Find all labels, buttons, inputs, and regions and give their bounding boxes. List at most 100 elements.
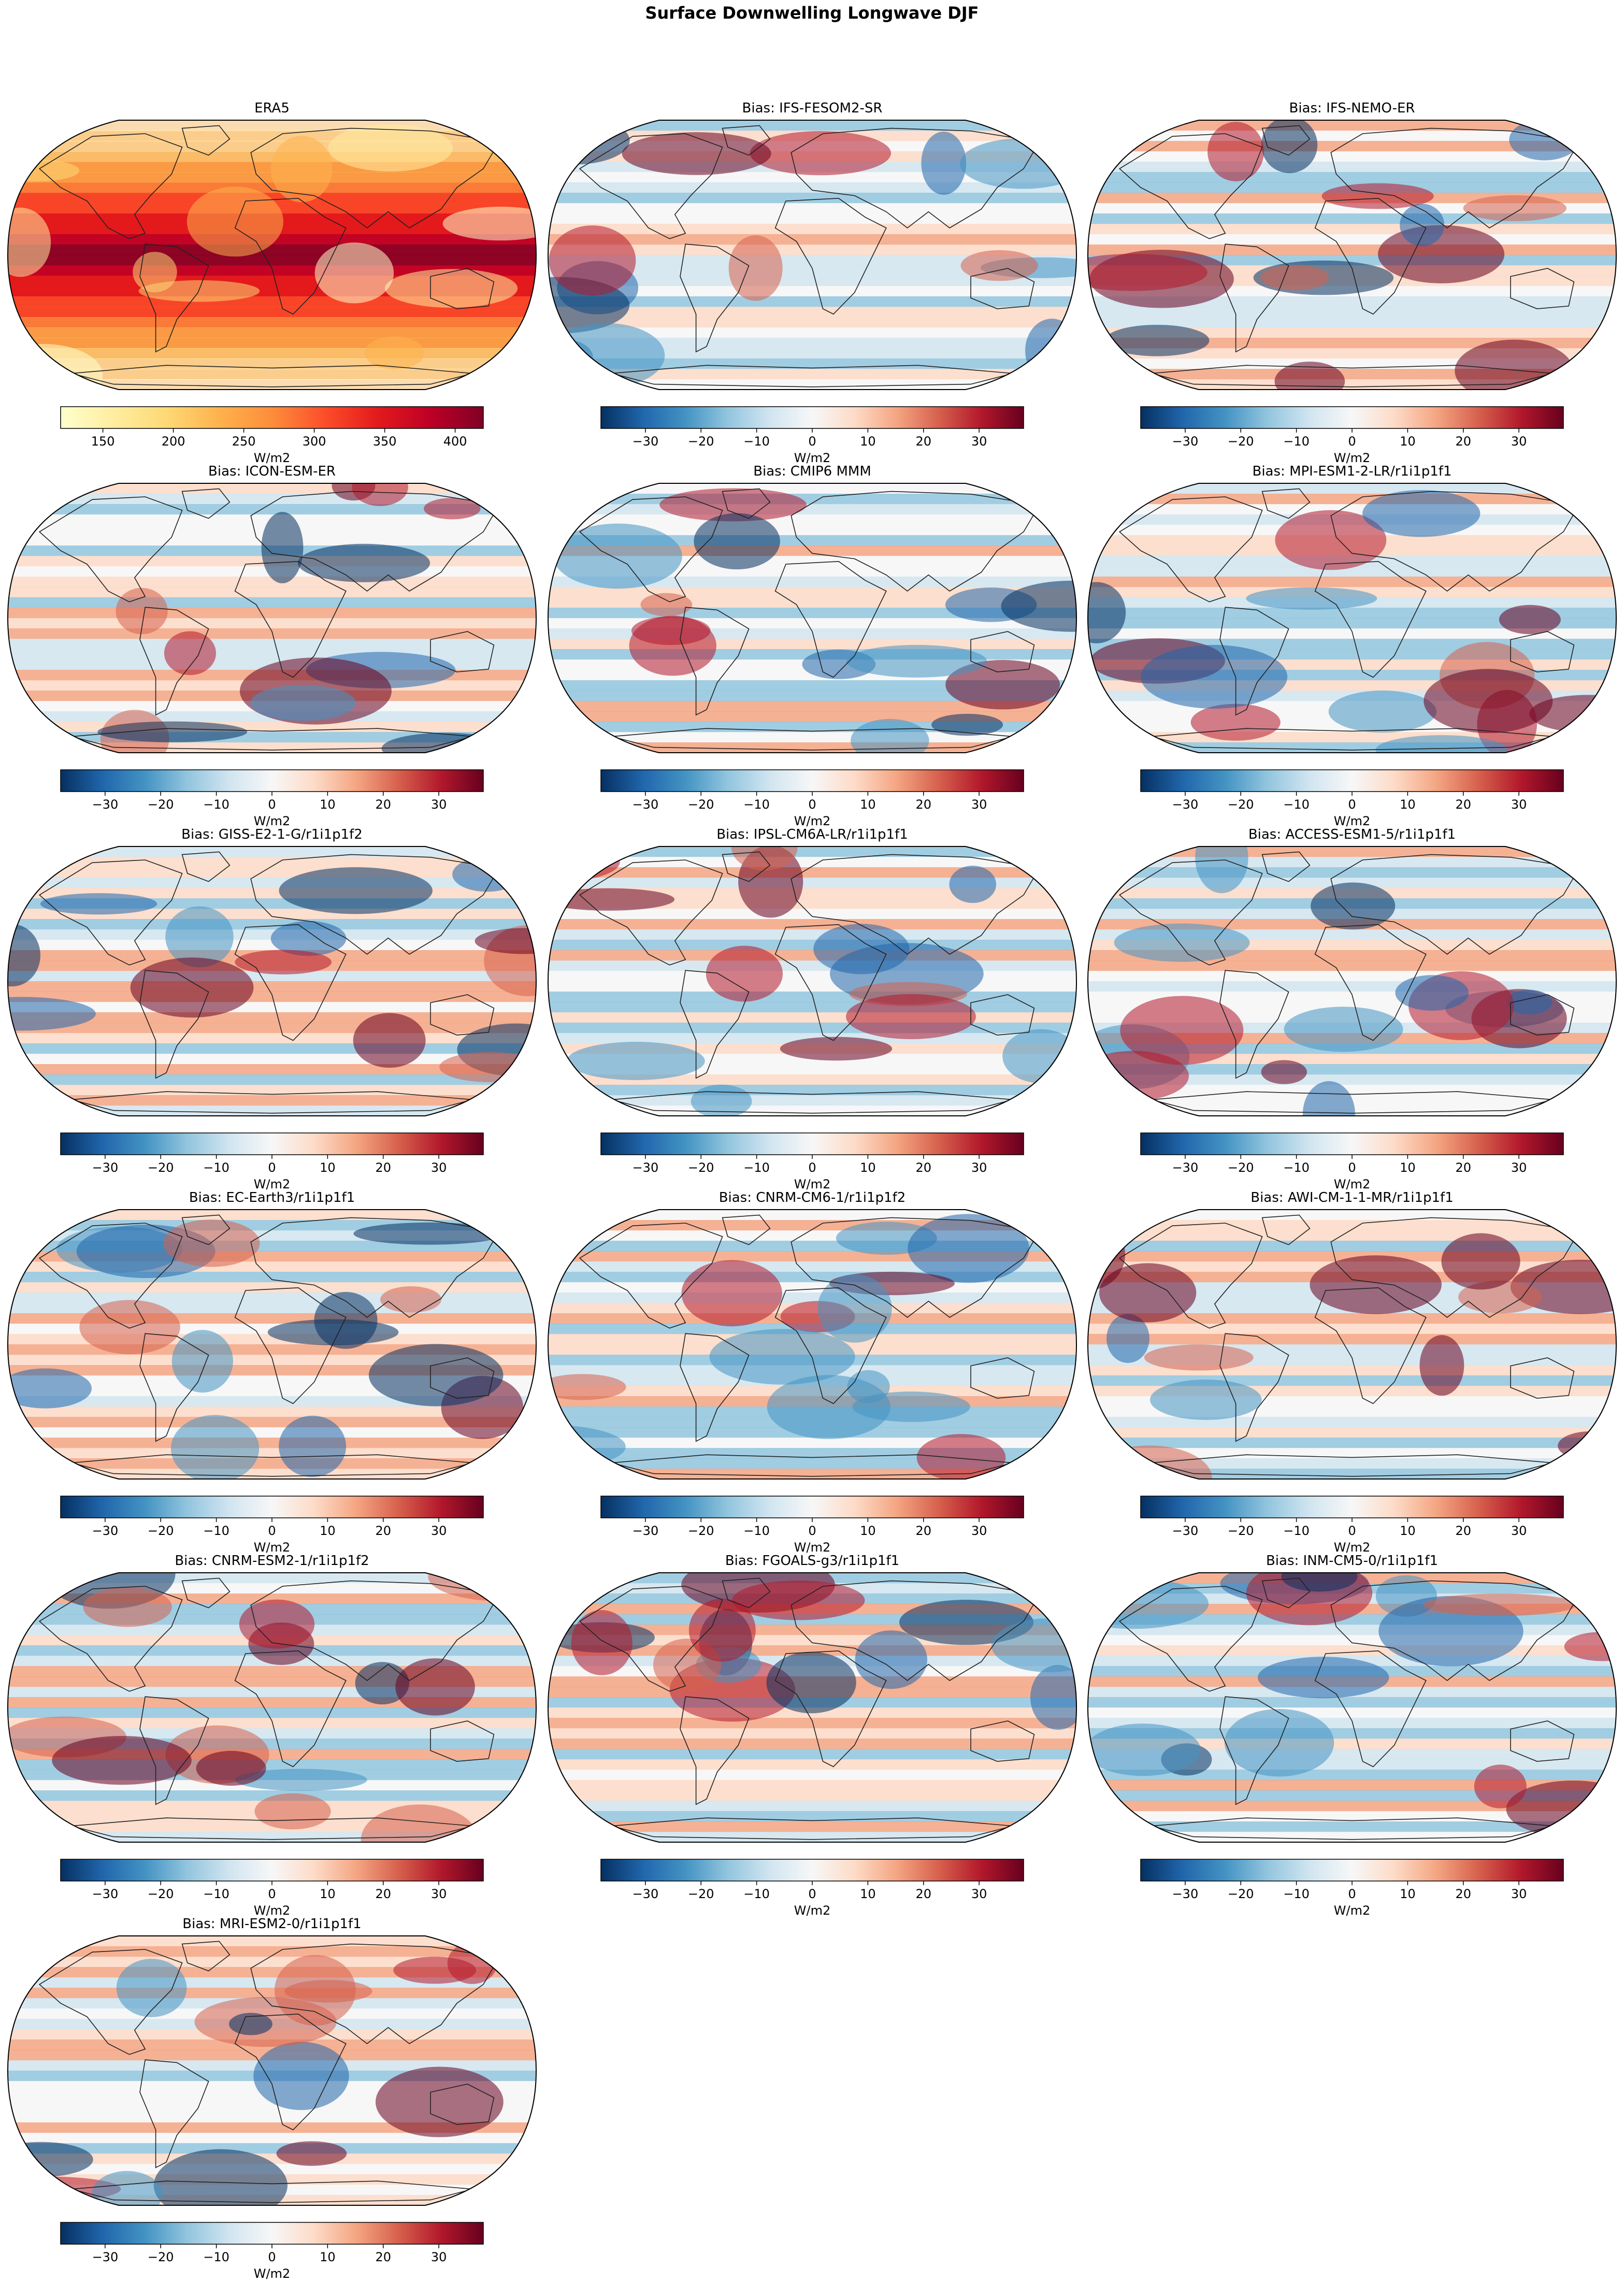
coastline-africa: [1314, 197, 1427, 315]
field-band: [548, 224, 1076, 235]
field-anomaly: [846, 644, 987, 678]
colorbar-gradient: [600, 769, 1024, 792]
field-band: [1088, 327, 1616, 338]
field-band: [548, 265, 1076, 276]
field-band: [8, 649, 536, 660]
field-band: [8, 2133, 536, 2144]
field-anomaly: [439, 1052, 536, 1082]
map-panel: [547, 1209, 1077, 1480]
coastline-south-america: [680, 970, 750, 1079]
field-band: [548, 1002, 1076, 1013]
field-band: [548, 245, 1076, 255]
coastline-africa: [234, 561, 347, 678]
coastline-south-america: [139, 243, 209, 353]
field-anomaly: [8, 924, 40, 987]
colorbar-tick-label: −30: [633, 797, 659, 812]
field-band: [1088, 618, 1616, 629]
coastline-south-america: [1219, 1333, 1289, 1442]
coastline-africa: [1314, 1650, 1427, 1768]
colorbar-tick-label: 20: [375, 1160, 391, 1175]
field-band: [548, 867, 1076, 878]
field-anomaly: [270, 136, 333, 203]
panel-title: Bias: IFS-NEMO-ER: [1289, 100, 1415, 116]
colorbar-tick-label: 20: [1455, 797, 1471, 812]
colorbar-units: W/m2: [1334, 1177, 1370, 1191]
colorbar-units: W/m2: [1334, 1903, 1370, 1918]
panel-title: Bias: ICON-ESM-ER: [208, 464, 336, 479]
colorbar-tick-label: −20: [688, 797, 714, 812]
field-band: [548, 1469, 1076, 1479]
field-anomaly: [691, 1084, 752, 1116]
colorbar-tick-label: 30: [1511, 1524, 1527, 1538]
colorbar-tick-label: 300: [303, 434, 326, 449]
coastline-greenland: [1261, 488, 1311, 519]
map-frame: [547, 846, 1077, 1116]
colorbar: −30 −20 −10 0 10 20 30 W/m2: [60, 769, 484, 828]
map-frame: [1087, 483, 1617, 753]
colorbar-tick-label: −10: [203, 1160, 229, 1175]
field-band: [548, 888, 1076, 899]
coastline-north-america: [579, 496, 723, 602]
coastline-north-america: [579, 859, 723, 966]
coastline-eurasia: [250, 1217, 500, 1318]
field-band: [548, 525, 1076, 536]
field-anomaly: [297, 543, 430, 582]
field-anomaly: [380, 1286, 442, 1313]
coastline-greenland: [181, 1577, 231, 1609]
colorbar: −30 −20 −10 0 10 20 30 W/m2: [600, 1496, 1024, 1555]
coastline-north-america: [579, 1223, 723, 1329]
field-anomaly: [1144, 1344, 1254, 1371]
colorbar-tick-label: 20: [375, 1887, 391, 1901]
colorbar-tick-label: −20: [148, 1887, 174, 1901]
colorbar: −30 −20 −10 0 10 20 30 W/m2: [600, 1132, 1024, 1191]
colorbar-tick-label: 20: [1455, 1160, 1471, 1175]
field-anomaly: [328, 124, 453, 172]
colorbar: −30 −20 −10 0 10 20 30 W/m2: [1140, 1859, 1564, 1918]
field-band: [548, 1811, 1076, 1822]
field-anomaly: [116, 587, 168, 635]
field-band: [1088, 971, 1616, 982]
coastline-north-america: [579, 1586, 723, 1692]
colorbar-units: W/m2: [254, 451, 290, 465]
field-band: [8, 193, 536, 204]
field-band: [1088, 1375, 1616, 1386]
colorbar-tick-label: 30: [1511, 434, 1527, 449]
colorbar-tick-label: 10: [860, 434, 876, 449]
field-band: [8, 255, 536, 266]
coastline-eurasia: [1330, 854, 1580, 955]
map-panel: [1087, 120, 1617, 390]
colorbar-tick-label: 0: [808, 1160, 816, 1175]
colorbar-tick-label: −30: [633, 434, 659, 449]
field-anomaly: [1106, 1314, 1149, 1363]
map-frame: [7, 120, 537, 390]
coastline-south-america: [139, 2059, 209, 2169]
field-anomaly: [1114, 923, 1250, 962]
colorbar-tick-label: 10: [320, 1887, 336, 1901]
coastline-north-america: [38, 496, 183, 602]
colorbar-units: W/m2: [1334, 451, 1370, 465]
map-frame: [547, 1572, 1077, 1843]
coastline-australia: [970, 268, 1035, 309]
coastline-eurasia: [791, 854, 1040, 955]
map-panel: [1087, 1572, 1617, 1843]
field-band: [548, 1293, 1076, 1303]
field-band: [1088, 1438, 1616, 1448]
field-band: [1088, 1821, 1616, 1832]
coastline-north-america: [38, 1949, 183, 2055]
colorbar-tick-label: −20: [1228, 1524, 1254, 1538]
coastline-australia: [1510, 1357, 1575, 1399]
field-band: [548, 1801, 1076, 1812]
field-anomaly: [8, 1368, 92, 1409]
coastline-greenland: [181, 125, 231, 156]
field-band: [1088, 1739, 1616, 1749]
field-band: [548, 358, 1076, 369]
colorbar-tick-label: −10: [203, 1887, 229, 1901]
field-anomaly: [314, 242, 394, 304]
colorbar-tick-label: 10: [860, 1160, 876, 1175]
field-anomaly: [442, 206, 536, 241]
colorbar-tick-label: 20: [915, 1160, 931, 1175]
coastline-south-america: [680, 607, 750, 716]
field-band: [548, 1780, 1076, 1791]
panel-title: Bias: CNRM-CM6-1/r1i1p1f2: [718, 1190, 906, 1205]
field-anomaly: [949, 866, 997, 903]
